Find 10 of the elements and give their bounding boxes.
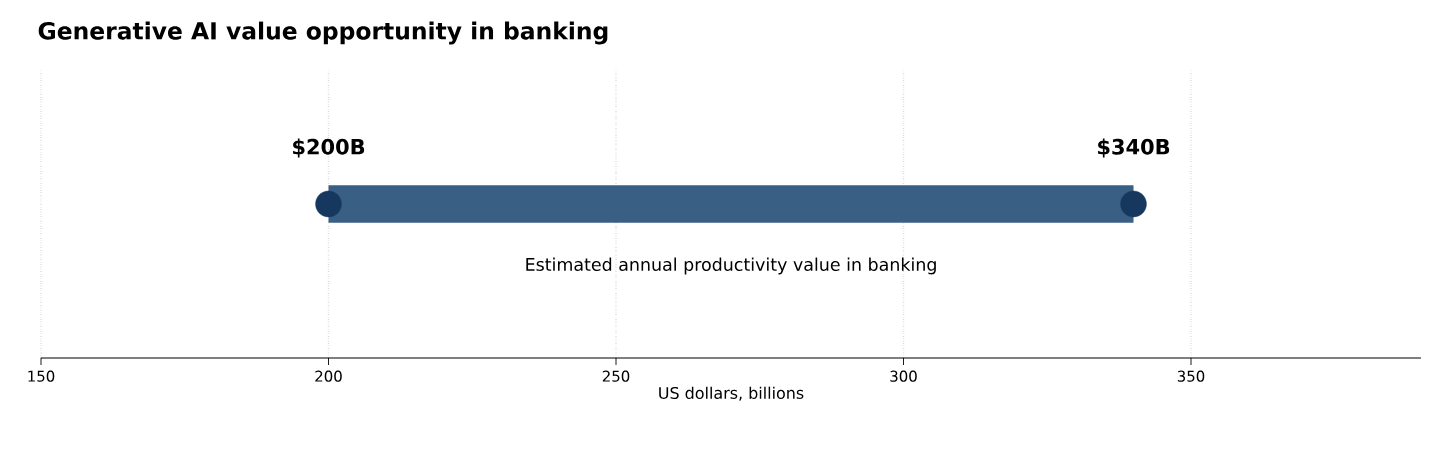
x-tick-label: 200 (315, 370, 342, 382)
x-tick-label: 150 (28, 370, 55, 382)
x-tick-label: 300 (890, 370, 917, 382)
chart-title: Generative AI value opportunity in banking (38, 21, 608, 45)
x-tick-label: 250 (602, 370, 630, 382)
annotation: Estimated annual productivity value in banking (526, 257, 936, 275)
data-label: $200B (293, 138, 365, 158)
x-axis-title: US dollars, billions (659, 386, 804, 401)
data-label: $340B (1098, 138, 1170, 158)
x-tick-label: 350 (1177, 370, 1205, 382)
